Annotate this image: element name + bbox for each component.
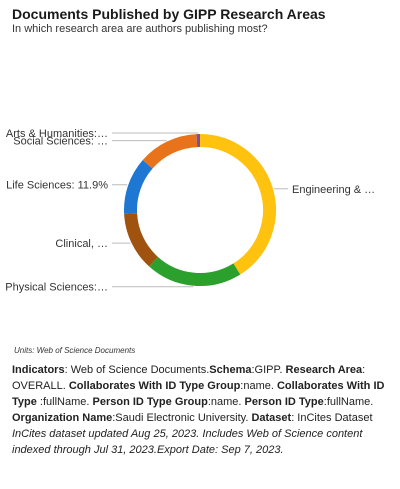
chart-subtitle: In which research area are authors publi… xyxy=(12,23,268,35)
slice-label: Arts & Humanities:… xyxy=(6,128,108,140)
donut-slice[interactable] xyxy=(124,159,153,214)
schema-value: :GIPP. xyxy=(251,364,286,376)
collab-group-label: Collaborates With ID Type Group xyxy=(68,380,241,392)
slice-label: Engineering & … xyxy=(292,184,375,196)
org-label: Organization Name xyxy=(12,412,113,424)
collab-type-label: Collaborates With ID Type xyxy=(12,380,385,408)
org-value: :Saudi Electronic University. xyxy=(112,412,252,424)
collab-type-value: :fullName. xyxy=(36,396,93,408)
schema-label: Schema xyxy=(209,364,252,376)
slice-label: Physical Sciences:… xyxy=(5,282,108,294)
donut-slice[interactable] xyxy=(199,134,276,275)
footer-metadata: Indicators: Web of Science Documents.Sch… xyxy=(12,362,392,458)
slice-label: Social Sciences: … xyxy=(13,136,108,148)
dataset-note: InCites dataset updated Aug 25, 2023. In… xyxy=(12,428,363,456)
person-group-label: Person ID Type Group xyxy=(92,396,208,408)
chart-title: Documents Published by GIPP Research Are… xyxy=(12,6,326,22)
person-type-value: :fullName. xyxy=(323,396,374,408)
donut-chart: Engineering & … Physical Sciences:… Clinic… xyxy=(5,128,375,294)
indicators-label: Indicators xyxy=(12,364,65,376)
slice-label: Life Sciences: 11.9% xyxy=(6,180,108,192)
research-area-value: : OVERALL. xyxy=(12,364,366,392)
person-group-value: :name. xyxy=(207,396,245,408)
donut-slice[interactable] xyxy=(149,256,241,286)
donut-slice[interactable] xyxy=(124,212,159,267)
research-area-label: Research Area xyxy=(285,364,363,376)
collab-group-value: :name. xyxy=(240,380,277,392)
person-type-label: Person ID Type xyxy=(244,396,324,408)
donut-slice[interactable] xyxy=(142,134,198,169)
dataset-label: Dataset xyxy=(251,412,292,424)
indicators-value: : Web of Science Documents. xyxy=(64,364,210,376)
dataset-value: : InCites Dataset xyxy=(291,412,373,424)
slice-label: Clinical, … xyxy=(55,238,108,250)
units-note: Units: Web of Science Documents xyxy=(14,346,136,355)
